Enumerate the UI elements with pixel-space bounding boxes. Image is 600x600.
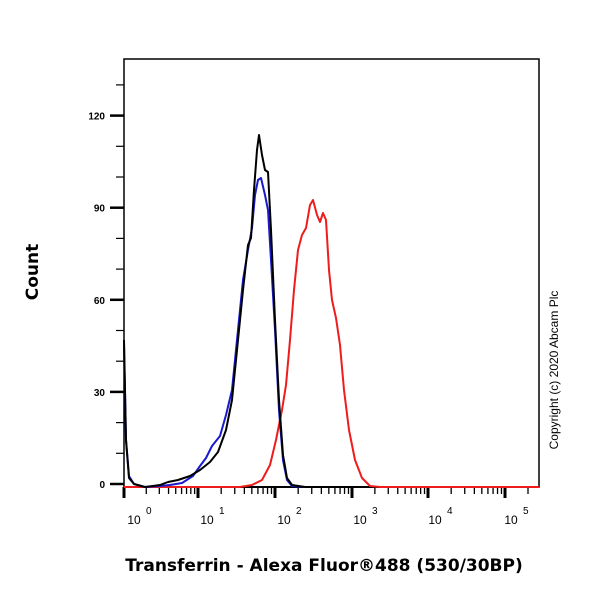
series-blue-line [123,177,306,488]
x-axis: 10 0 10 1 10 2 10 3 10 4 10 5 [122,486,539,527]
y-axis: 120 90 60 30 0 [88,84,124,491]
x-tick-exponent: 0 [146,506,152,517]
series-black-line [123,134,306,488]
y-tick-label: 90 [94,204,106,215]
x-tick-exponent: 2 [296,506,302,517]
x-tick-label: 10 [504,513,518,527]
x-tick-exponent: 3 [372,506,378,517]
y-tick-label: 120 [88,112,105,123]
y-tick-label: 30 [94,388,106,399]
y-axis-label: Count [23,244,43,301]
x-tick-label: 10 [277,513,291,527]
series-red-line [124,199,539,488]
copyright-annotation: Copyright (c) 2020 Abcam Plc [547,291,561,450]
x-tick-label: 10 [428,513,442,527]
x-axis-label: Transferrin - Alexa Fluor®488 (530/30BP) [125,556,523,576]
plot-frame [123,58,540,488]
x-tick-exponent: 4 [447,506,453,517]
x-tick-label: 10 [127,513,141,527]
x-tick-exponent: 1 [219,506,225,517]
y-tick-label: 60 [94,296,106,307]
x-tick-exponent: 5 [523,506,529,517]
x-tick-label: 10 [200,513,214,527]
x-tick-label: 10 [353,513,367,527]
y-tick-label: 0 [99,480,105,491]
series-layer [123,134,539,488]
